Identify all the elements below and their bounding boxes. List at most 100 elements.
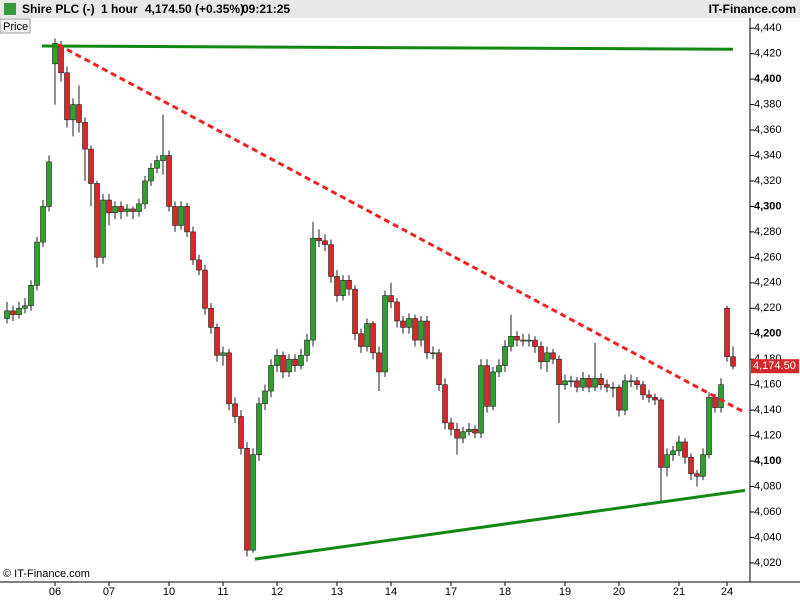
candle-body	[358, 333, 364, 347]
candle-body	[136, 203, 142, 212]
x-tick-label: 06	[49, 586, 61, 598]
last-price-tag	[751, 359, 799, 374]
x-tick-label: 17	[445, 586, 457, 598]
candle-body	[652, 397, 658, 401]
candle-body	[466, 428, 472, 433]
candle-body	[376, 352, 382, 373]
candle-body	[160, 155, 166, 161]
trendline	[57, 43, 746, 414]
candle-body	[430, 352, 436, 355]
candle-body	[328, 244, 334, 277]
candle-body	[130, 208, 136, 212]
candle-body	[568, 380, 574, 383]
candle-body	[676, 441, 682, 452]
candle-body	[172, 206, 178, 226]
candle-body	[544, 352, 550, 363]
candle-body	[538, 346, 544, 363]
candle-body	[472, 428, 478, 434]
candle-body	[670, 450, 676, 455]
y-tick-label: 4,300	[754, 200, 782, 212]
y-label-box	[0, 18, 31, 34]
candle-body	[34, 241, 40, 286]
x-tick-label: 07	[103, 586, 115, 598]
candle-body	[478, 365, 484, 434]
candle-body	[286, 358, 292, 373]
candle-body	[340, 279, 346, 296]
candle-body	[730, 356, 736, 367]
candle-body	[316, 237, 322, 242]
candle-body	[574, 380, 580, 388]
x-tick-label: 11	[217, 586, 228, 598]
candle-body	[46, 161, 52, 207]
candle-body	[40, 206, 46, 243]
candle-body	[388, 295, 394, 303]
y-tick-label: 4,240	[754, 277, 782, 289]
x-tick-label: 24	[721, 586, 733, 598]
y-tick-label: 4,080	[754, 480, 782, 492]
candle-body	[124, 208, 130, 212]
candle-body	[52, 43, 58, 65]
x-tick-label: 13	[331, 586, 343, 598]
candle-body	[280, 355, 286, 373]
candle-body	[586, 377, 592, 388]
x-tick-label: 12	[271, 586, 283, 598]
candle-body	[532, 339, 538, 347]
candle-body	[640, 384, 646, 396]
candle-body	[202, 269, 208, 309]
candle-body	[712, 397, 718, 408]
candle-body	[244, 448, 250, 551]
y-tick-label: 4,160	[754, 379, 782, 391]
candle-body	[28, 285, 34, 307]
y-tick-label: 4,100	[754, 455, 782, 467]
y-tick-label: 4,120	[754, 429, 782, 441]
quote: 4,174.50 (+0.35%)	[145, 2, 244, 16]
candle-body	[256, 403, 262, 455]
candle-body	[274, 355, 280, 366]
candle-body	[346, 279, 352, 290]
candle-body	[106, 199, 112, 214]
candle-body	[100, 199, 106, 258]
candle-body	[694, 473, 700, 477]
candle-body	[658, 399, 664, 468]
candle-body	[190, 231, 196, 261]
candle-body	[208, 307, 214, 328]
candle-body	[142, 180, 148, 205]
x-tick-label: 21	[673, 586, 685, 598]
candle-body	[556, 358, 562, 385]
candle-body	[268, 365, 274, 392]
candle-body	[322, 240, 328, 245]
candle-body	[70, 104, 76, 121]
y-tick-label: 4,060	[754, 506, 782, 518]
candle-body	[364, 323, 370, 347]
candle-body	[706, 397, 712, 455]
candle-body	[622, 380, 628, 411]
candle-body	[394, 301, 400, 322]
candle-body	[118, 206, 124, 212]
candle-body	[628, 380, 634, 383]
y-tick-label: 4,420	[754, 48, 782, 60]
y-tick-label: 4,380	[754, 98, 782, 110]
candle-body	[16, 307, 22, 315]
candle-body	[400, 320, 406, 328]
y-tick-label: 4,200	[754, 328, 782, 340]
trendline	[41, 44, 734, 51]
candle-body	[448, 422, 454, 430]
candle-body	[460, 431, 466, 439]
candle-body	[4, 310, 10, 319]
candle-body	[664, 454, 670, 468]
y-tick-label: 4,400	[754, 73, 782, 85]
candle-body	[310, 237, 316, 341]
candle-body	[598, 377, 604, 385]
logo-icon	[4, 3, 16, 15]
candle-body	[292, 358, 298, 366]
y-tick-label: 4,360	[754, 124, 782, 136]
header-bar	[0, 0, 800, 18]
candle-body	[184, 206, 190, 233]
candle-body	[232, 403, 238, 417]
y-tick-label: 4,340	[754, 149, 782, 161]
y-tick-label: 4,040	[754, 531, 782, 543]
trendline	[254, 488, 746, 561]
candle-body	[418, 320, 424, 341]
